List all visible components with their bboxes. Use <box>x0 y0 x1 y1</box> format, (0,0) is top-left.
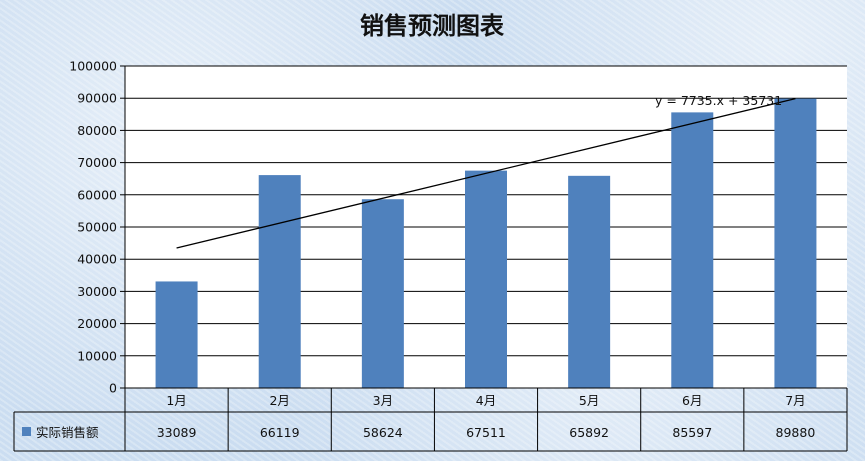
y-tick-label: 40000 <box>77 252 117 267</box>
y-tick-label: 100000 <box>69 59 117 74</box>
bar <box>774 98 817 389</box>
bar <box>155 281 198 388</box>
x-tick-label: 7月 <box>785 393 805 408</box>
data-label: 65892 <box>569 425 609 440</box>
bar <box>361 199 404 388</box>
data-label: 67511 <box>466 425 506 440</box>
data-label: 58624 <box>363 425 403 440</box>
x-tick-label: 1月 <box>166 393 186 408</box>
bars <box>155 98 817 389</box>
legend-swatch <box>22 427 31 436</box>
data-label: 33089 <box>157 425 197 440</box>
y-tick-label: 80000 <box>77 123 117 138</box>
data-label: 66119 <box>260 425 300 440</box>
y-tick-label: 30000 <box>77 284 117 299</box>
data-table: 1月 33089 2月 66119 3月 58624 4月 67511 5月 65892 6月 855… <box>13 387 848 452</box>
legend-label: 实际销售额 <box>36 425 99 440</box>
y-tick-label: 70000 <box>77 155 117 170</box>
chart-title: 销售预测图表 <box>360 12 505 40</box>
bar <box>568 175 611 388</box>
trendline-equation: y = 7735.x + 35731 <box>655 93 782 108</box>
x-tick-label: 3月 <box>373 393 393 408</box>
y-tick-label: 0 <box>109 381 117 396</box>
bar <box>465 170 507 388</box>
y-tick-label: 20000 <box>77 316 117 331</box>
data-label: 85597 <box>672 425 712 440</box>
x-tick-label: 4月 <box>476 393 496 408</box>
x-tick-label: 2月 <box>269 393 289 408</box>
y-tick-label: 90000 <box>77 91 117 106</box>
y-tick-label: 10000 <box>77 348 117 363</box>
y-tick-label: 50000 <box>77 220 117 235</box>
trendline <box>176 97 796 249</box>
data-label: 89880 <box>776 425 816 440</box>
x-tick-label: 6月 <box>682 393 702 408</box>
bar <box>258 175 301 388</box>
bar <box>671 112 714 389</box>
x-tick-label: 5月 <box>579 393 599 408</box>
y-axis: 0 10000 20000 30000 40000 50000 60000 70000 8000… <box>69 59 126 396</box>
y-tick-label: 60000 <box>77 187 117 202</box>
